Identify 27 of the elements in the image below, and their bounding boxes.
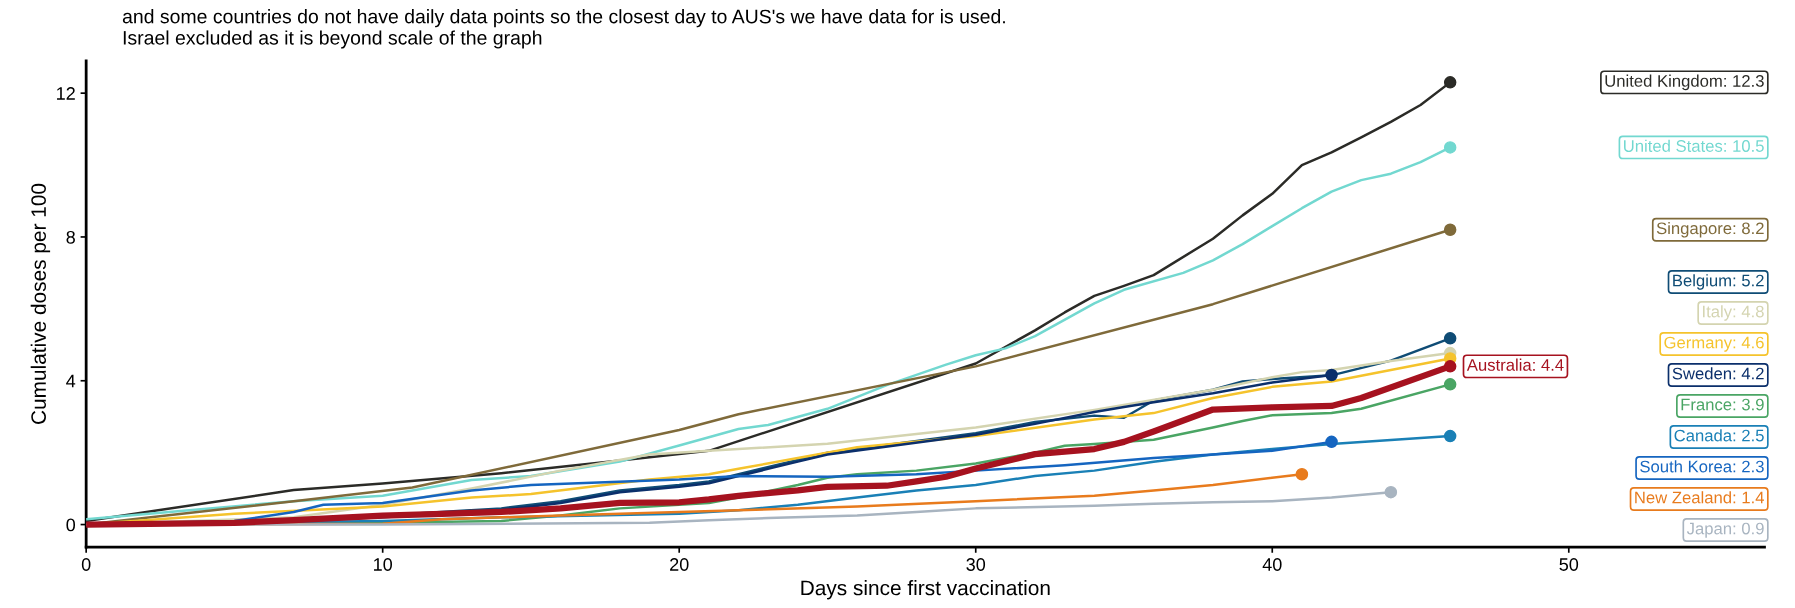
x-tick-label: 10 <box>374 558 393 571</box>
text: and some countries do not have daily data points so the closest day to AUS's we have data for is used. <box>122 9 1005 28</box>
annotation: Japan: 0.9 <box>1686 522 1764 538</box>
annotation: France: 3.9 <box>1681 398 1764 411</box>
data-label: Australia: 4.4 <box>1466 358 1564 371</box>
y-tick-label: 4 <box>66 374 76 388</box>
x-tick-label: 30 <box>966 558 986 571</box>
annotation: Sweden: 4.2 <box>1672 367 1764 380</box>
annotation: United Kingdom: 12.3 <box>1605 74 1764 91</box>
y-tick-label: 12 <box>57 87 75 100</box>
annotation: Germany: 4.6 <box>1664 336 1764 352</box>
y-tick-label: 8 <box>66 230 75 244</box>
annotation: Belgium: 5.2 <box>1673 274 1764 290</box>
x-tick-label: 0 <box>81 558 91 571</box>
x-tick-label: 40 <box>1262 558 1282 571</box>
annotation: Italy: 4.8 <box>1703 305 1764 321</box>
annotation: South Korea: 2.3 <box>1640 460 1764 473</box>
x-tick-label: 20 <box>670 558 689 571</box>
annotation: United States: 10.5 <box>1624 139 1764 152</box>
x-axis-title: Days since first vaccination <box>801 580 1050 600</box>
annotation: Singapore: 8.2 <box>1656 222 1764 238</box>
text: Israel excluded as it is beyond scale of the graph <box>123 30 542 49</box>
x-tick-label: 50 <box>1559 558 1579 571</box>
annotation: Canada: 2.5 <box>1674 429 1764 442</box>
y-axis-title: Cumulative doses per 100 <box>30 183 51 424</box>
annotation: New Zealand: 1.4 <box>1635 491 1765 504</box>
y-tick-label: 0 <box>66 518 76 532</box>
